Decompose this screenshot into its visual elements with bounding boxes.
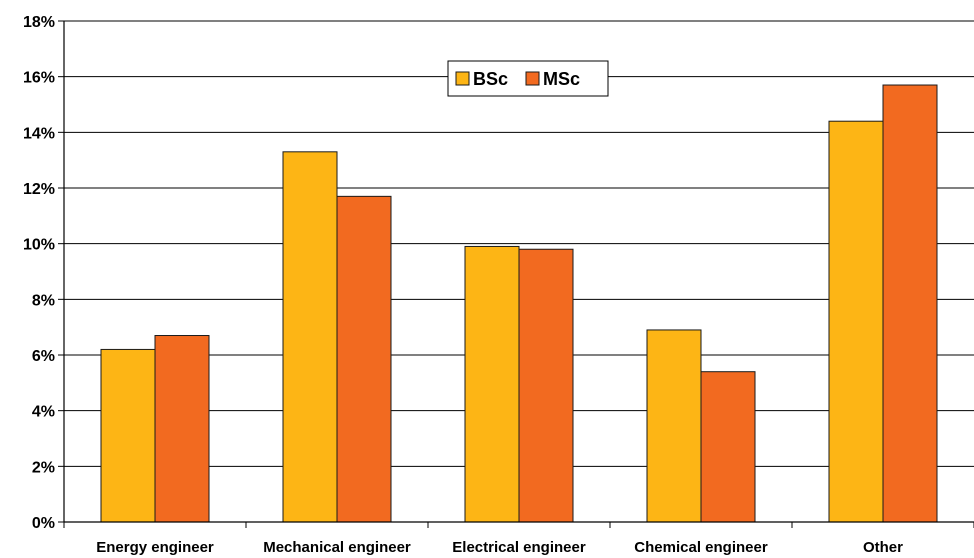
x-tick-label: Energy engineer — [96, 539, 214, 556]
bar-msc — [518, 248, 574, 523]
legend-label-bsc: BSc — [473, 69, 508, 89]
y-tick-label: 0% — [32, 515, 55, 532]
y-tick-label: 4% — [32, 404, 55, 421]
bar-bsc — [100, 348, 156, 523]
bar-msc — [700, 371, 756, 523]
bar-msc — [154, 335, 210, 523]
bar-bsc — [282, 151, 338, 523]
gridlines — [64, 20, 974, 467]
legend-swatch-msc — [525, 71, 540, 86]
y-tick-label: 2% — [32, 459, 55, 476]
axes — [63, 21, 974, 528]
x-tick-label: Chemical engineer — [634, 539, 768, 556]
y-tick-label: 8% — [32, 292, 55, 309]
legend-label-msc: MSc — [543, 69, 580, 89]
y-tick-label: 12% — [23, 181, 55, 198]
y-tick-label: 18% — [23, 14, 55, 31]
x-tick-label: Electrical engineer — [452, 539, 586, 556]
x-tick-label: Other — [863, 539, 903, 556]
y-tick-label: 6% — [32, 348, 55, 365]
y-tick-label: 16% — [23, 70, 55, 87]
y-axis-ticks: 0% 2% 4% 6% 8% 10% 12% 14% 16% 18% — [23, 14, 64, 532]
legend: BSc MSc — [447, 60, 609, 97]
bar-bsc — [646, 329, 702, 523]
bar-msc — [882, 84, 938, 523]
bar-bsc — [828, 120, 884, 523]
x-axis-labels: Energy engineer Mechanical engineer Electr… — [96, 539, 903, 556]
y-tick-label: 14% — [23, 125, 55, 142]
y-tick-label: 10% — [23, 237, 55, 254]
bar-msc — [336, 195, 392, 523]
bar-bsc — [464, 245, 520, 523]
x-tick-label: Mechanical engineer — [263, 539, 411, 556]
legend-swatch-bsc — [455, 71, 470, 86]
bars — [100, 84, 938, 523]
